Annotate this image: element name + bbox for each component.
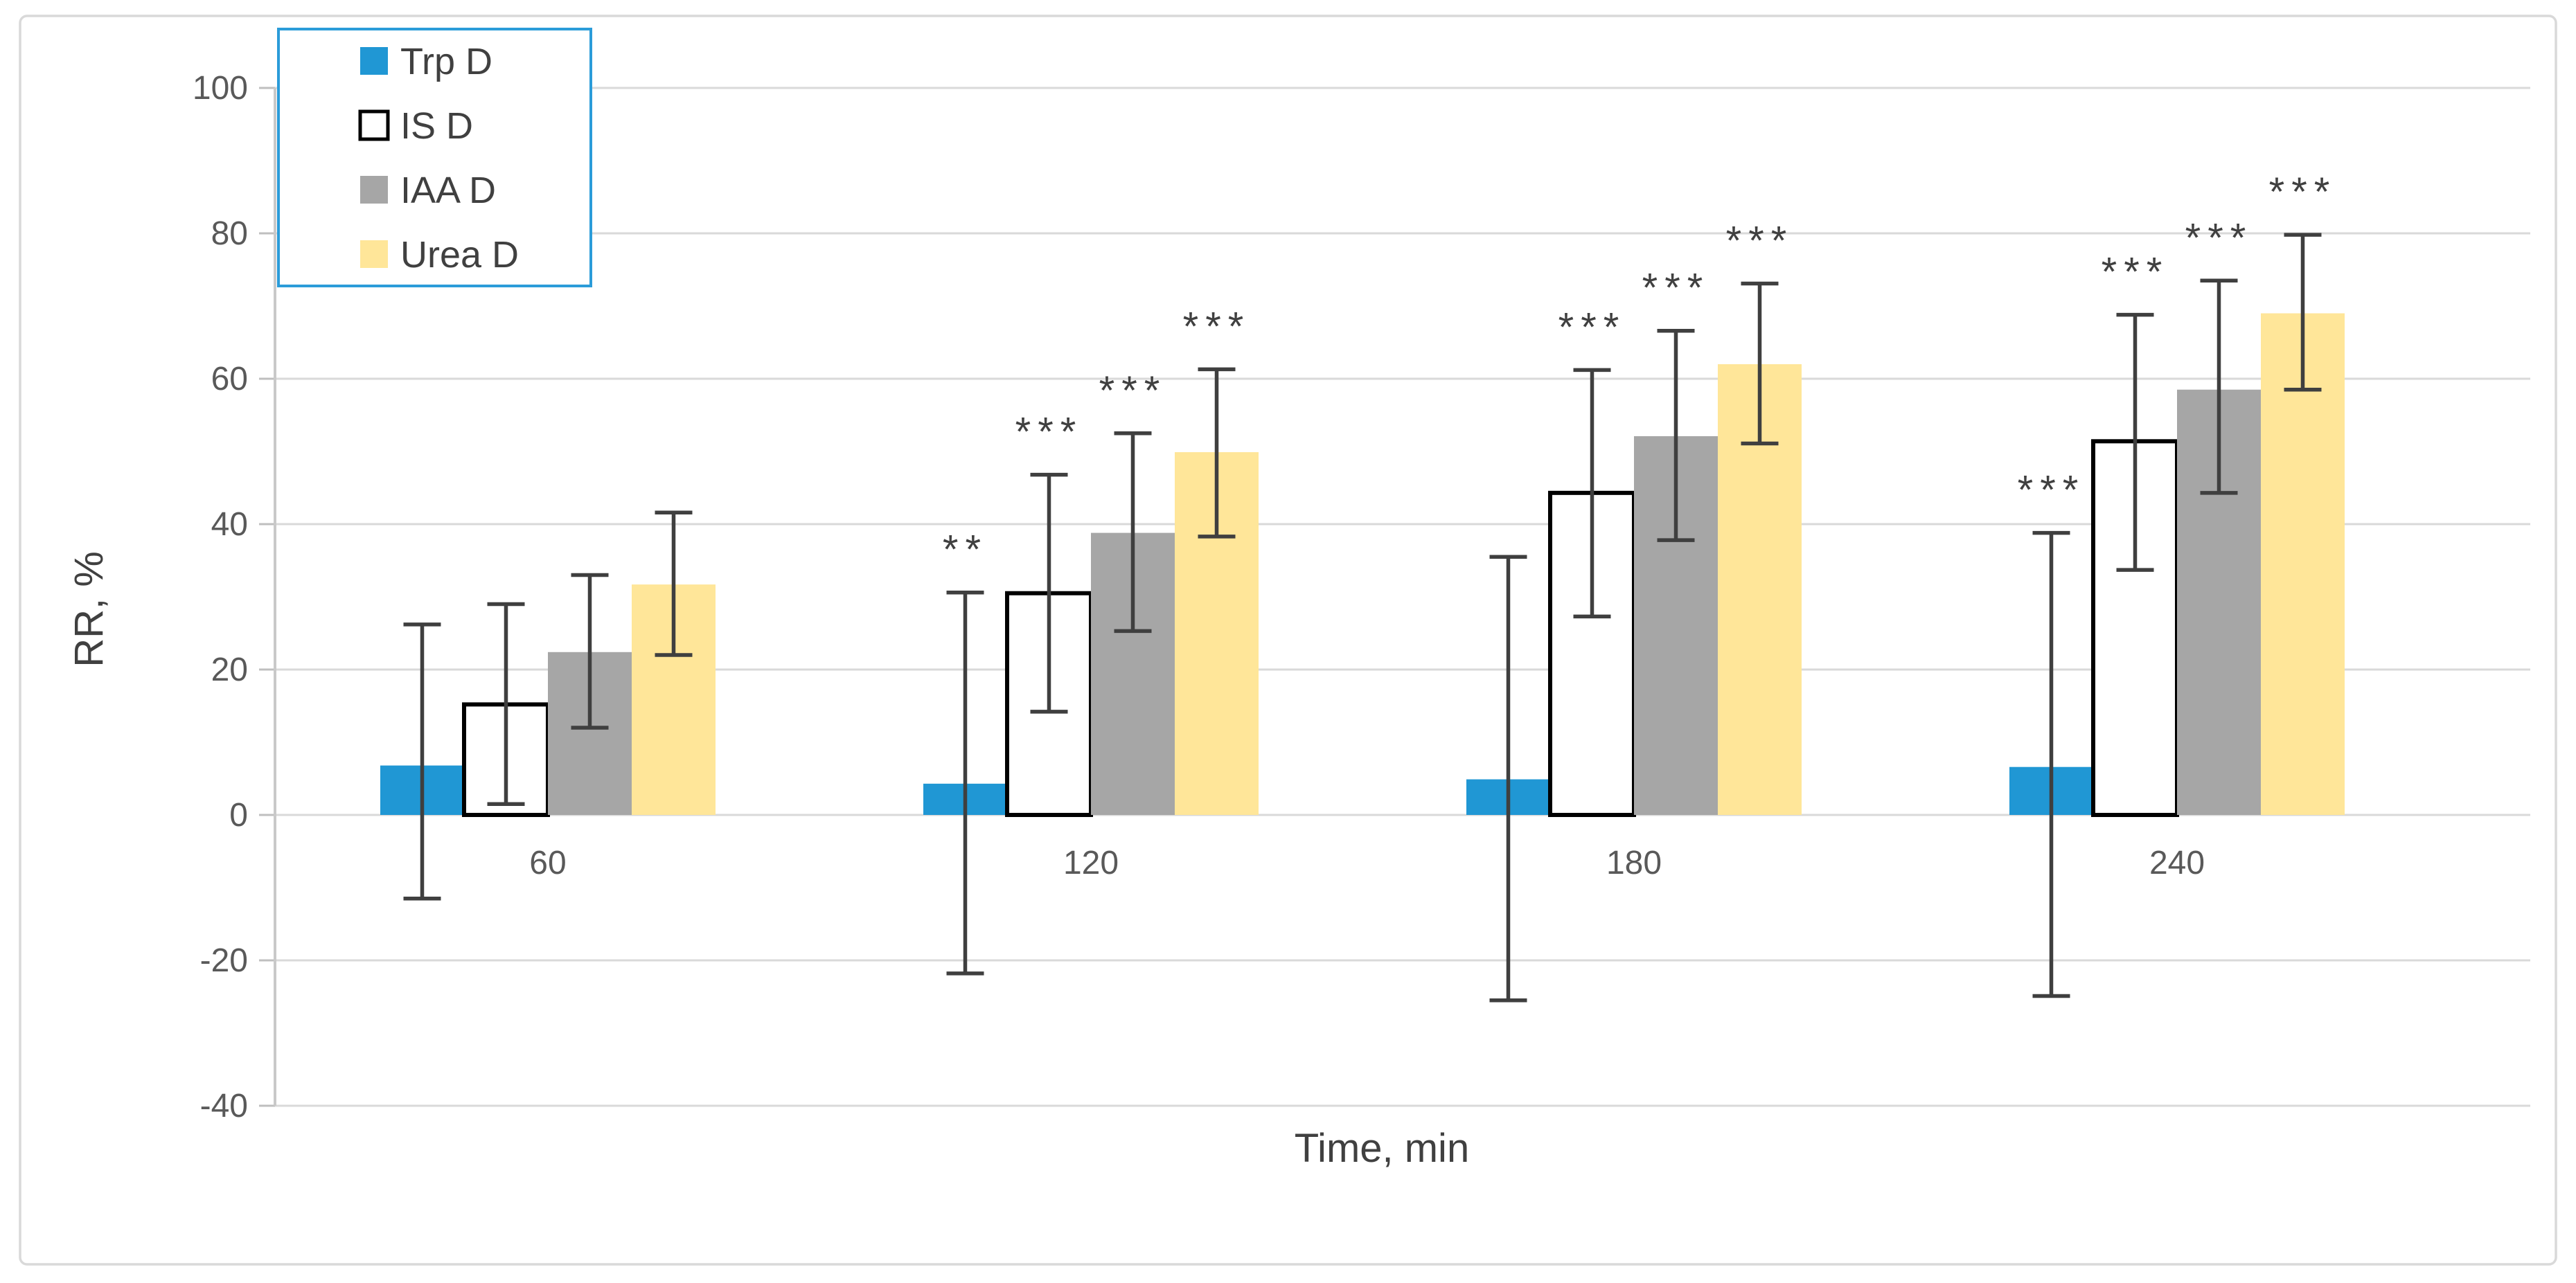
significance-trp-d-120: ** [943,528,988,573]
legend-box [277,28,592,287]
legend: Trp D IS D IAA D Urea D [277,28,592,287]
x-tick-label-240: 240 [2149,845,2205,881]
y-tick-label-0: 0 [229,797,248,834]
significance-trp-d-240: *** [2018,468,2086,513]
error-bar-urea-d-60 [655,510,693,657]
legend-label-trp-d: Trp D [400,41,492,82]
significance-is-d-120: *** [1015,410,1083,455]
significance-iaa-d-240: *** [2185,215,2253,260]
y-tick-label-40: 40 [211,506,248,543]
error-bar-trp-d-240 [2032,530,2070,998]
y-tick-label-80: 80 [211,215,248,252]
significance-urea-d-180: *** [1726,218,1794,263]
error-bar-iaa-d-240 [2200,278,2238,495]
legend-label-iaa-d: IAA D [400,170,496,211]
legend-swatch-trp-d [360,47,388,75]
legend-swatch-is-d [358,109,390,141]
x-tick-labels-layer: 60 120 180 240 [529,845,2205,881]
legend-swatch-iaa-d [360,176,388,204]
x-axis-title: Time, min [1295,1126,1469,1171]
error-bar-iaa-d-120 [1114,431,1152,634]
error-bars-layer [403,233,2322,1003]
x-tick-label-120: 120 [1063,845,1119,881]
error-bar-is-d-60 [487,602,525,806]
y-axis-title: RR, % [66,551,112,667]
error-bar-is-d-120 [1030,472,1068,714]
figure-border [19,15,2557,1266]
bar-urea-d-240 [2261,313,2345,815]
legend-label-is-d: IS D [400,105,473,147]
significance-is-d-240: *** [2102,250,2169,295]
y-tick-label--40: -40 [200,1088,248,1124]
significance-layer: *********** ********************* [943,170,2337,573]
y-tick-label-100: 100 [193,70,248,107]
error-bar-iaa-d-180 [1657,328,1695,542]
legend-label-urea-d: Urea D [400,234,519,276]
y-tick-labels-layer: 100 80 60 40 20 0 -20 -40 [193,70,248,1124]
error-bar-urea-d-240 [2284,233,2322,392]
error-bar-trp-d-180 [1489,555,1527,1003]
y-tick-label-20: 20 [211,652,248,688]
significance-iaa-d-120: *** [1099,368,1167,413]
legend-swatch-urea-d [360,240,388,268]
significance-urea-d-120: *** [1183,304,1251,349]
axis-layer [259,87,276,1107]
error-bar-urea-d-120 [1198,367,1236,539]
significance-urea-d-240: *** [2269,170,2337,215]
x-tick-label-60: 60 [529,845,566,881]
y-tick-label-60: 60 [211,361,248,397]
error-bar-is-d-240 [2116,312,2154,572]
y-tick-label--20: -20 [200,942,248,979]
error-bar-iaa-d-60 [571,573,609,730]
significance-is-d-180: *** [1558,305,1626,350]
error-bar-is-d-180 [1573,368,1611,619]
significance-iaa-d-180: *** [1642,266,1710,311]
error-bar-urea-d-180 [1741,281,1779,446]
x-tick-label-180: 180 [1606,845,1662,881]
error-bar-trp-d-60 [403,622,441,901]
error-bar-trp-d-120 [946,590,984,976]
